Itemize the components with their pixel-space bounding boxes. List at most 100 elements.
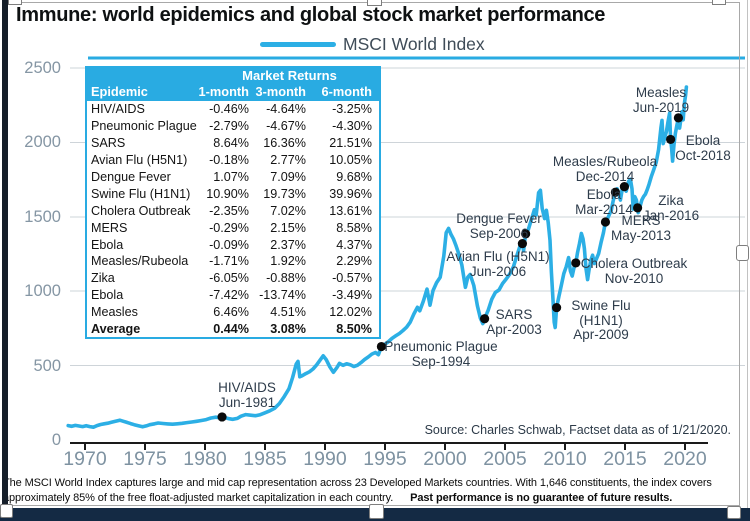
return-value-cell: 10.90% — [206, 186, 249, 201]
annotation-line: Ebola — [586, 187, 622, 202]
epidemic-name-cell: Pneumonic Plague — [91, 119, 197, 134]
legend-line-swatch — [260, 42, 336, 47]
annotation-line: Sep-2006 — [469, 225, 529, 241]
annotation-line: Sep-1994 — [411, 353, 471, 369]
annotation-line: Avian Flu (H5N1) — [446, 249, 550, 264]
return-value-cell: -13.74% — [259, 288, 306, 303]
y-axis-label: 2500 — [24, 59, 61, 77]
epidemic-name-cell: Zika — [91, 271, 115, 286]
epidemic-name-cell: MERS — [91, 220, 128, 235]
resize-handle-bottom-center[interactable] — [369, 504, 384, 519]
return-value-cell: 2.77% — [270, 153, 306, 168]
annotation-line: (H1N1) — [579, 312, 623, 328]
epidemic-name-cell: Measles/Rubeola — [91, 254, 189, 269]
table-row: SARS 8.64% 16.36% 21.51% — [87, 135, 379, 152]
return-value-cell: 6.46% — [213, 305, 249, 320]
epidemic-event-dot — [666, 134, 676, 145]
return-value-cell: 21.51% — [329, 136, 372, 151]
resize-handle-bottom-left[interactable] — [0, 504, 13, 518]
return-value-cell: -2.35% — [209, 203, 249, 218]
y-axis-label: 2000 — [24, 133, 61, 152]
column-header-epidemic: Epidemic — [91, 84, 148, 99]
resize-handle-top-right[interactable] — [712, 0, 726, 5]
x-axis-label: 2015 — [603, 448, 647, 470]
return-value-cell: 19.73% — [263, 186, 306, 201]
footnote: The MSCI World Index captures large and … — [3, 476, 748, 505]
annotation-line: Jan-2016 — [642, 207, 700, 223]
resize-handle-bottom-right[interactable] — [727, 506, 741, 519]
x-axis-label: 1980 — [183, 448, 227, 470]
y-axis-label: 500 — [33, 356, 61, 375]
x-axis-label: 2000 — [423, 448, 467, 470]
return-value-cell: 4.37% — [336, 237, 372, 252]
annotation: Ebola Mar-2014 — [575, 187, 633, 217]
return-value-cell: 13.61% — [329, 203, 372, 218]
annotation-line: Apr-2009 — [573, 327, 629, 343]
epidemic-event-dot — [521, 229, 531, 239]
annotation: HIV/AIDS Jun-1981 — [218, 380, 276, 410]
epidemic-event-dot — [552, 302, 562, 313]
return-value-cell: -0.09% — [209, 237, 249, 252]
table-row: Zika -6.05% -0.88% -0.57% — [87, 270, 379, 287]
epidemic-event-dot — [480, 314, 490, 324]
market-returns-table: Market Returns Epidemic 1-month 3-month … — [85, 66, 381, 340]
return-value-cell: -7.42% — [209, 288, 249, 303]
resize-handle-top-left[interactable] — [8, 0, 22, 5]
table-row: Pneumonic Plague -2.79% -4.67% -4.30% — [87, 118, 379, 135]
annotation: Dengue Fever Sep-2006 — [456, 211, 542, 241]
return-value-cell: 12.02% — [329, 305, 372, 320]
epidemic-event-dot — [517, 238, 528, 249]
annotation-line: Swine Flu — [571, 298, 631, 313]
table-header-row: Epidemic 1-month 3-month 6-month — [85, 84, 381, 101]
resize-handle-top-center[interactable] — [367, 0, 382, 6]
return-value-cell: -4.30% — [332, 119, 372, 134]
epidemic-name-cell: Ebola — [91, 288, 124, 303]
epidemic-event-dot — [217, 412, 227, 422]
annotation-line: Zika — [658, 193, 684, 208]
annotation-line: HIV/AIDS — [218, 380, 276, 395]
table-row: Swine Flu (H1N1) 10.90% 19.73% 39.96% — [87, 185, 379, 202]
msci-index-line — [66, 85, 689, 430]
epidemic-event-dot — [610, 187, 621, 197]
annotation-line: SARS — [495, 307, 533, 322]
return-value-cell: -1.71% — [209, 254, 249, 269]
epidemic-event-dot — [376, 341, 386, 352]
return-value-cell: -4.64% — [266, 102, 306, 117]
legend-label: MSCI World Index — [343, 34, 485, 54]
return-value-cell: -0.88% — [266, 271, 306, 286]
source-note: Source: Charles Schwab, Factset data as … — [424, 423, 731, 437]
return-value-cell: 4.51% — [270, 305, 306, 320]
epidemic-event-dot — [633, 203, 643, 213]
return-value-cell: 7.09% — [270, 170, 306, 184]
annotation-line: Jun-2006 — [469, 263, 527, 279]
annotation: Avian Flu (H5N1) Jun-2006 — [446, 249, 550, 279]
table-row: Measles 6.46% 4.51% 12.02% — [87, 304, 379, 321]
epidemic-name-cell: SARS — [91, 136, 126, 151]
return-value-cell: 1.92% — [270, 254, 306, 269]
annotation: Zika Jan-2016 — [642, 193, 700, 223]
epidemic-event-dot — [673, 113, 684, 123]
annotation-line: Cholera Outbreak — [580, 256, 688, 271]
annotation: MERS May-2013 — [610, 213, 672, 243]
x-axis-label: 1970 — [63, 448, 107, 470]
return-value-cell: 8.58% — [336, 220, 372, 235]
annotation-line: Jun-1981 — [218, 394, 276, 410]
epidemic-name-cell: Dengue Fever — [91, 170, 171, 184]
annotation-line: May-2013 — [610, 227, 672, 243]
table-row: Cholera Outbreak -2.35% 7.02% 13.61% — [87, 202, 379, 219]
epidemic-event-dot — [571, 258, 581, 268]
table-row: MERS -0.29% 2.15% 8.58% — [87, 219, 379, 236]
return-value-cell: -2.79% — [209, 119, 249, 134]
annotation-line: Ebola — [685, 133, 721, 148]
return-value-cell: 2.29% — [336, 254, 372, 269]
table-row: Avian Flu (H5N1) -0.18% 2.77% 10.05% — [87, 152, 379, 169]
x-axis-label: 2020 — [663, 448, 707, 470]
return-value-cell: -0.18% — [209, 153, 249, 168]
resize-handle-middle-right[interactable] — [736, 245, 749, 261]
page-title: Immune: world epidemics and global stock… — [16, 4, 606, 26]
column-header-1-month: 1-month — [198, 84, 249, 99]
annotation: Cholera Outbreak Nov-2010 — [580, 256, 688, 286]
return-value-cell: -6.05% — [209, 271, 249, 286]
annotation: Ebola Oct-2018 — [675, 133, 731, 163]
table-group-header: Market Returns — [85, 66, 381, 84]
